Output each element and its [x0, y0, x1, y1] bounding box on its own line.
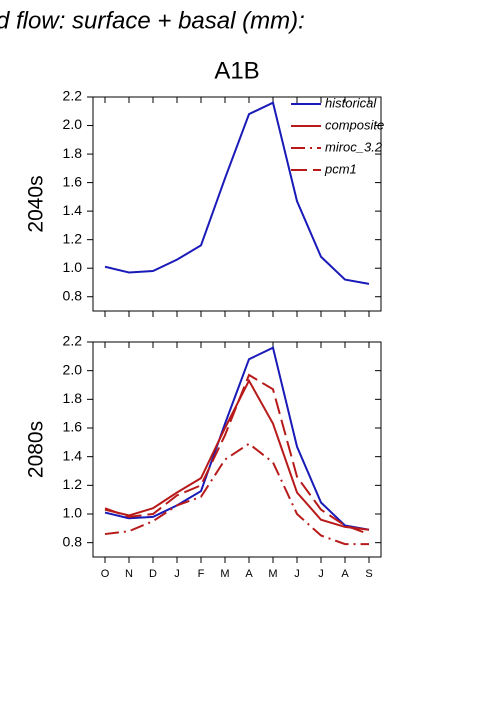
series-line	[104, 346, 370, 531]
y-tick-label: 1.2	[63, 476, 83, 492]
legend-label: composite	[325, 117, 384, 132]
y-tick-label: 2.0	[63, 116, 83, 132]
x-tick-label: M	[220, 568, 229, 580]
y-tick-label: 1.4	[63, 447, 83, 463]
x-tick-label: M	[268, 568, 277, 580]
y-axis-label: 2080s	[25, 421, 48, 478]
y-tick-label: 1.6	[63, 173, 83, 189]
x-tick-label: D	[149, 568, 157, 580]
x-tick-label: N	[125, 568, 133, 580]
y-tick-label: 2.2	[63, 88, 83, 104]
x-tick-label: A	[341, 568, 349, 580]
y-tick-label: 2.0	[63, 361, 83, 377]
x-tick-label: J	[294, 568, 300, 580]
y-axis-label: 2040s	[25, 175, 48, 232]
legend-label: pcm1	[324, 161, 357, 176]
y-tick-label: 0.8	[63, 533, 83, 549]
legend-label: historical	[325, 95, 377, 110]
y-tick-label: 0.8	[63, 287, 83, 303]
series-line	[104, 373, 370, 536]
x-tick-label: S	[365, 568, 372, 580]
y-tick-label: 2.2	[63, 333, 83, 349]
series-line	[104, 101, 370, 285]
chart-title: d flow: surface + basal (mm):	[0, 7, 305, 34]
chart-subtitle: A1B	[214, 57, 259, 84]
y-tick-label: 1.8	[63, 145, 83, 161]
y-tick-label: 1.6	[63, 419, 83, 435]
series-line	[104, 442, 369, 546]
x-tick-label: O	[101, 568, 110, 580]
series-line	[104, 378, 370, 531]
x-tick-label: A	[245, 568, 253, 580]
x-tick-label: J	[318, 568, 324, 580]
y-tick-label: 1.0	[63, 259, 83, 275]
y-tick-label: 1.8	[63, 390, 83, 406]
plot-frame	[92, 96, 382, 312]
plot-frame	[92, 341, 382, 558]
legend-label: miroc_3.2	[325, 139, 383, 154]
y-tick-label: 1.2	[63, 230, 83, 246]
y-tick-label: 1.4	[63, 202, 83, 218]
x-tick-label: F	[198, 568, 205, 580]
y-tick-label: 1.0	[63, 505, 83, 521]
x-tick-label: J	[174, 568, 180, 580]
